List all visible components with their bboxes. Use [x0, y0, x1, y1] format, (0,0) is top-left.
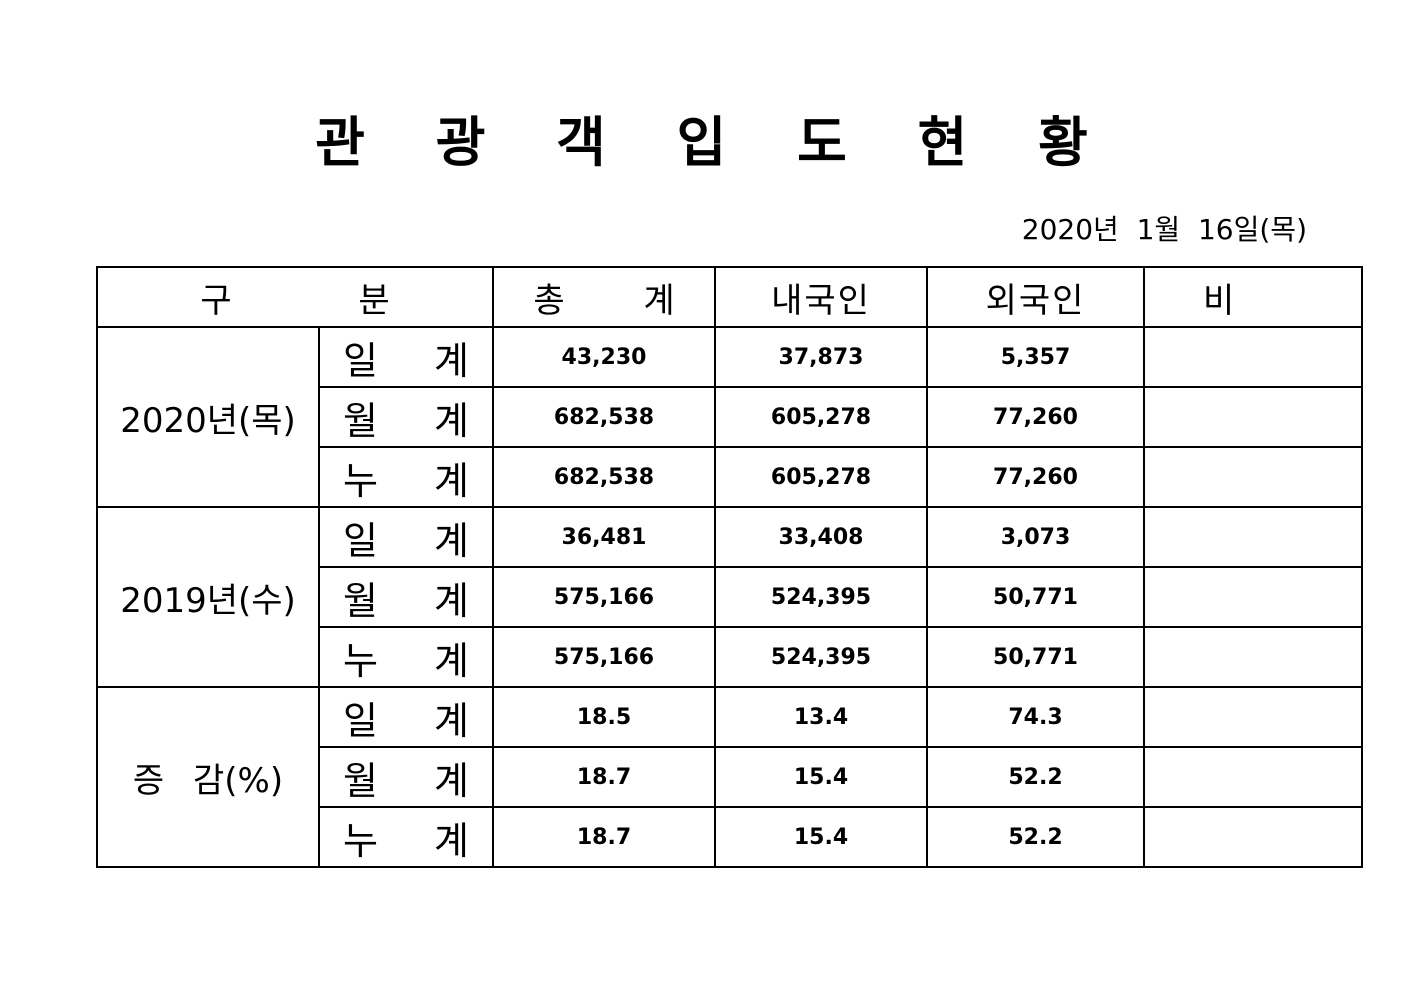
cell-domestic: 13.4 — [714, 686, 928, 748]
header-total: 총 계 — [492, 266, 716, 328]
cell-total: 43,230 — [492, 326, 716, 388]
cell-foreign: 50,771 — [926, 626, 1145, 688]
cell-note — [1143, 386, 1363, 448]
row-label-daily: 일 계 — [318, 686, 494, 748]
header-note: 비 고 — [1143, 266, 1363, 328]
cell-foreign: 52.2 — [926, 746, 1145, 808]
cell-note — [1143, 446, 1363, 508]
cell-total: 575,166 — [492, 566, 716, 628]
cell-note — [1143, 566, 1363, 628]
cell-note — [1143, 326, 1363, 388]
row-label-monthly: 월 계 — [318, 566, 494, 628]
row-label-cumulative: 누 계 — [318, 626, 494, 688]
table-row: 월 계 682,538 605,278 77,260 — [97, 386, 1363, 448]
table-row: 누 계 682,538 605,278 77,260 — [97, 446, 1363, 508]
group-label-change: 증 감(%) — [96, 686, 320, 868]
cell-domestic: 15.4 — [714, 746, 928, 808]
cell-domestic: 37,873 — [714, 326, 928, 388]
table-row: 2020년(목) 일 계 43,230 37,873 5,357 — [96, 326, 1363, 508]
cell-total: 18.5 — [492, 686, 716, 748]
cell-foreign: 5,357 — [926, 326, 1145, 388]
cell-note — [1143, 686, 1363, 748]
report-date: 2020년 1월 16일(목) — [1021, 213, 1307, 246]
cell-foreign: 77,260 — [926, 386, 1145, 448]
page-title: 관 광 객 입 도 현 황 — [315, 111, 1114, 174]
table-row: 월 계 575,166 524,395 50,771 — [97, 566, 1363, 628]
cell-domestic: 524,395 — [714, 626, 928, 688]
row-label-daily: 일 계 — [318, 506, 494, 568]
cell-foreign: 77,260 — [926, 446, 1145, 508]
table-row: 증 감(%) 일 계 18.5 13.4 74.3 — [96, 686, 1363, 868]
cell-total: 682,538 — [492, 446, 716, 508]
group-label-2020: 2020년(목) — [96, 326, 320, 508]
cell-domestic: 15.4 — [714, 806, 928, 868]
cell-foreign: 3,073 — [926, 506, 1145, 568]
table-row: 누 계 575,166 524,395 50,771 — [97, 626, 1363, 688]
cell-total: 18.7 — [492, 746, 716, 808]
cell-foreign: 74.3 — [926, 686, 1145, 748]
cell-foreign: 52.2 — [926, 806, 1145, 868]
row-label-monthly: 월 계 — [318, 746, 494, 808]
row-label-monthly: 월 계 — [318, 386, 494, 448]
cell-total: 36,481 — [492, 506, 716, 568]
visitor-stats-table: 구 분 총 계 내국인 외국인 비 고 2020년(목) 일 계 43,230 … — [96, 266, 1363, 868]
table-header-row: 구 분 총 계 내국인 외국인 비 고 — [96, 266, 1363, 328]
header-foreign: 외국인 — [926, 266, 1145, 328]
header-domestic: 내국인 — [714, 266, 928, 328]
cell-note — [1143, 746, 1363, 808]
cell-domestic: 605,278 — [714, 386, 928, 448]
header-category: 구 분 — [96, 266, 494, 328]
cell-foreign: 50,771 — [926, 566, 1145, 628]
row-label-daily: 일 계 — [318, 326, 494, 388]
table-row: 누 계 18.7 15.4 52.2 — [97, 806, 1363, 868]
cell-total: 575,166 — [492, 626, 716, 688]
cell-total: 682,538 — [492, 386, 716, 448]
cell-domestic: 605,278 — [714, 446, 928, 508]
table-row: 2019년(수) 일 계 36,481 33,408 3,073 — [96, 506, 1363, 688]
cell-note — [1143, 506, 1363, 568]
group-label-2019: 2019년(수) — [96, 506, 320, 688]
row-label-cumulative: 누 계 — [318, 806, 494, 868]
cell-total: 18.7 — [492, 806, 716, 868]
row-label-cumulative: 누 계 — [318, 446, 494, 508]
cell-note — [1143, 626, 1363, 688]
cell-domestic: 33,408 — [714, 506, 928, 568]
table-row: 월 계 18.7 15.4 52.2 — [97, 746, 1363, 808]
cell-domestic: 524,395 — [714, 566, 928, 628]
cell-note — [1143, 806, 1363, 868]
